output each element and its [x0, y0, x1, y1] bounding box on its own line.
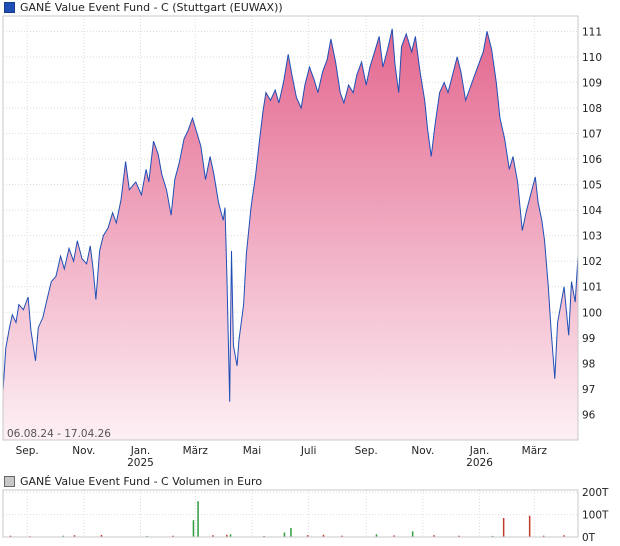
price-y-tick-label: 99 [582, 333, 595, 345]
volume-bar [393, 535, 395, 537]
volume-y-axis: 0T 100T 200T [582, 487, 609, 544]
price-x-tick-label: Jan. [469, 445, 490, 457]
volume-bar [290, 528, 292, 537]
volume-bar [283, 532, 286, 537]
price-y-tick-label: 97 [582, 384, 595, 396]
volume-bar [100, 535, 103, 537]
price-y-tick-label: 111 [582, 26, 602, 38]
price-x-tick-label: Nov. [411, 445, 434, 457]
price-plot-frame [2, 15, 579, 441]
price-area-fill [3, 28, 578, 441]
price-chart-legend: GANÉ Value Event Fund - C (Stuttgart (EU… [4, 0, 283, 14]
volume-bar [212, 535, 214, 537]
volume-bar [62, 535, 65, 537]
volume-bar [322, 534, 325, 537]
volume-bar [9, 535, 12, 537]
volume-bar [528, 515, 531, 537]
volume-series-swatch [4, 475, 15, 487]
price-x-tick-label: Nov. [72, 445, 95, 457]
price-y-tick-label: 105 [582, 180, 602, 192]
price-x-tick-label: März [522, 445, 548, 457]
price-line [2, 28, 579, 402]
price-y-tick-label: 106 [582, 154, 602, 166]
volume-bars [9, 501, 565, 537]
price-x-year-label: 2026 [466, 457, 493, 469]
price-series-swatch [4, 1, 15, 13]
price-y-axis: 96 97 98 99 100 101 102 103 104 105 106 107 108 109 11… [582, 26, 602, 421]
volume-bar [491, 535, 494, 537]
date-range-label: 06.08.24 - 17.04.26 [7, 428, 111, 440]
price-y-tick-label: 103 [582, 231, 602, 243]
volume-y-tick-label: 200T [582, 487, 609, 499]
volume-bar [73, 535, 76, 537]
price-x-tick-label: Juli [300, 445, 317, 457]
price-y-tick-label: 107 [582, 128, 602, 140]
price-y-tick-label: 110 [582, 52, 602, 64]
volume-grid [3, 490, 578, 538]
price-y-tick-label: 109 [582, 77, 602, 89]
volume-plot-frame [2, 489, 579, 538]
volume-bar [502, 518, 505, 537]
volume-bar [192, 520, 195, 537]
volume-y-tick-label: 100T [582, 510, 609, 522]
volume-chart-title: GANÉ Value Event Fund - C Volumen in Eur… [20, 474, 263, 488]
volume-bar [197, 501, 199, 537]
volume-bar [306, 535, 309, 537]
price-x-tick-label: Sep. [355, 445, 378, 457]
volume-bar [341, 535, 343, 537]
price-x-tick-label: Mai [243, 445, 261, 457]
price-chart-title: GANÉ Value Event Fund - C (Stuttgart (EU… [20, 0, 283, 14]
price-y-tick-label: 102 [582, 256, 602, 268]
volume-bar [172, 535, 174, 537]
volume-bar [411, 531, 414, 537]
price-x-tick-label: März [183, 445, 209, 457]
price-y-tick-label: 100 [582, 307, 602, 319]
price-y-tick-label: 101 [582, 282, 602, 294]
volume-bar [263, 535, 265, 537]
volume-bar [375, 534, 378, 537]
volume-y-tick-label: 0T [582, 532, 596, 544]
price-x-tick-label: Jan. [130, 445, 151, 457]
volume-bar [146, 535, 148, 537]
volume-bar [542, 535, 545, 537]
price-x-tick-label: Sep. [16, 445, 39, 457]
volume-bar [458, 535, 460, 537]
volume-bar [226, 534, 228, 537]
price-y-tick-label: 96 [582, 409, 596, 421]
volume-bar [433, 535, 435, 537]
price-y-tick-label: 98 [582, 358, 595, 370]
price-y-tick-label: 108 [582, 103, 602, 115]
volume-bar [563, 535, 565, 537]
volume-bar [229, 534, 232, 537]
price-x-year-label: 2025 [127, 457, 154, 469]
price-y-tick-label: 104 [582, 205, 602, 217]
volume-chart-legend: GANÉ Value Event Fund - C Volumen in Eur… [4, 474, 262, 488]
